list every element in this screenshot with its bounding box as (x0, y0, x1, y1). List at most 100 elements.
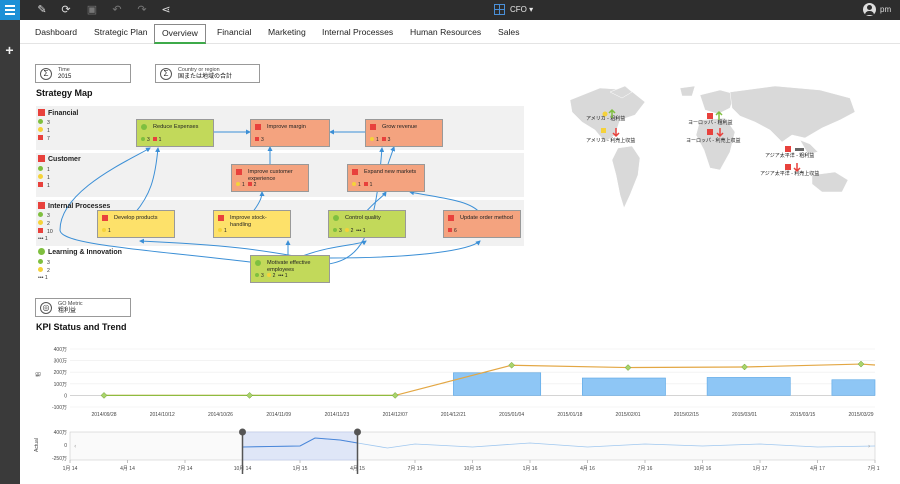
metric-filter[interactable]: ◎ GO Metric 粗利益 (35, 298, 131, 317)
filter-value: 粗利益 (58, 308, 77, 314)
node-footer: 3 2 ••• 1 (333, 227, 366, 235)
status-red-icon (38, 109, 45, 116)
dashboard-selector[interactable]: CFO ▾ (510, 4, 533, 16)
status-red-icon (102, 215, 108, 221)
status-red-icon (236, 169, 242, 175)
add-icon[interactable]: + (5, 42, 14, 58)
perspective-learning: Learning & Innovation (38, 248, 122, 257)
count: 1 (47, 128, 50, 134)
node-title: Improve stock-handling (230, 215, 267, 228)
gauge-icon: ◎ (40, 302, 52, 314)
x-tick-label: 1月 14 (63, 466, 78, 472)
count: 1 (47, 167, 50, 173)
x-tick-label: 2015/03/01 (732, 412, 757, 418)
count: 1 (44, 236, 48, 242)
x-tick-label: 2015/03/29 (848, 412, 873, 418)
count: 7 (47, 136, 50, 142)
kpi-trend-chart[interactable]: 400万 300万 200万 100万 0 -100万 粗 2014/09/28 2014/10… (30, 345, 880, 425)
filter-label: GO Metric (58, 301, 83, 307)
node-footer: 3 (255, 136, 264, 144)
y-tick-label: -100万 (52, 405, 67, 411)
perspective-name: Customer (48, 156, 81, 163)
tab-overview[interactable]: Overview (154, 24, 206, 44)
yellow-dot-icon (38, 174, 43, 179)
scroll-left-icon: ‹ (74, 443, 76, 450)
map-label: ヨーロッパ - 粗利益 (688, 120, 733, 126)
node-improve-stock-handling[interactable]: Improve stock-handling 1 (213, 210, 291, 238)
undo-icon[interactable]: ↶ (112, 4, 122, 16)
status-green-icon (255, 260, 261, 266)
tab-financial[interactable]: Financial (217, 27, 252, 37)
node-develop-products[interactable]: Develop products 1 (97, 210, 175, 238)
tab-internal-processes[interactable]: Internal Processes (322, 27, 394, 37)
legend-yellow: 2 (38, 267, 50, 274)
node-footer: 1 1 (352, 181, 372, 189)
node-grow-revenue[interactable]: Grow revenue 1 3 (365, 119, 443, 147)
tab-strategic-plan[interactable]: Strategic Plan (94, 27, 148, 37)
legend-green: 3 (38, 119, 50, 126)
ellipsis-icon: ••• (38, 275, 45, 281)
node-footer: 3 2 ••• 1 (255, 272, 288, 280)
world-map[interactable] (560, 80, 880, 255)
x-tick-label: 4月 14 (120, 466, 135, 472)
y-tick-label: 0 (64, 443, 67, 449)
share-icon[interactable]: ⋖ (161, 4, 171, 16)
x-tick-label: 1月 16 (523, 466, 538, 472)
legend-yellow: 1 (38, 127, 50, 134)
navigator-series-selected (242, 437, 358, 448)
tab-marketing[interactable]: Marketing (268, 27, 306, 37)
x-tick-label: 2015/01/04 (499, 412, 524, 418)
country-filter[interactable]: Σ Country or region 国または地域の合計 (155, 64, 260, 83)
y-tick-label: -250万 (52, 456, 67, 462)
count: 1 (47, 183, 50, 189)
user-avatar-icon[interactable] (863, 3, 876, 16)
refresh-icon[interactable]: ⟳ (61, 4, 71, 16)
red-square-icon (38, 135, 43, 140)
y-tick-label: 100万 (54, 382, 67, 388)
node-reduce-expenses[interactable]: Reduce Expenses 3 1 (136, 119, 214, 147)
count: 3 (47, 120, 50, 126)
node-update-order-method[interactable]: Update order method 6 (443, 210, 521, 238)
tab-dashboard[interactable]: Dashboard (35, 27, 78, 37)
node-title: Improve margin (267, 124, 306, 130)
strategy-map-title: Strategy Map (36, 88, 93, 98)
menu-icon[interactable] (0, 0, 20, 20)
tab-human-resources[interactable]: Human Resources (410, 27, 482, 37)
green-dot-icon (38, 119, 43, 124)
y-tick-label: 200万 (54, 370, 67, 376)
status-red-icon (38, 202, 45, 209)
status-red-icon (352, 169, 358, 175)
left-sidebar: + (0, 20, 20, 484)
dashboard-name: CFO (510, 5, 527, 14)
save-icon[interactable]: ▣ (86, 4, 98, 16)
node-motivate-employees[interactable]: Motivate effective employees 3 2 ••• 1 (250, 255, 330, 283)
status-red-icon (255, 124, 261, 130)
x-tick-label: 2014/10/12 (150, 412, 175, 418)
x-tick-label: 2014/11/09 (266, 412, 291, 418)
tab-sales[interactable]: Sales (498, 27, 520, 37)
node-improve-customer-experience[interactable]: Improve customer experience 1 2 (231, 164, 309, 192)
x-tick-label: 10月 16 (694, 466, 712, 472)
user-name[interactable]: pm (880, 5, 892, 14)
pencil-icon[interactable]: ✎ (37, 4, 47, 16)
yellow-dot-icon (38, 267, 43, 272)
kpi-navigator-chart[interactable]: 1月 14 4月 14 7月 14 10月 14 1月 15 4月 15 7月 15 10月 … (30, 428, 880, 484)
node-improve-margin[interactable]: Improve margin 3 (250, 119, 330, 147)
legend-yellow: 1 (38, 174, 50, 181)
x-tick-label: 2014/12/07 (383, 412, 408, 418)
node-expand-new-markets[interactable]: Expand new markets 1 1 (347, 164, 425, 192)
y-tick-label: 0 (64, 393, 67, 399)
node-title: Grow revenue (382, 124, 418, 130)
x-tick-label: 7月 14 (178, 466, 193, 472)
filter-value: 国または地域の合計 (178, 74, 233, 80)
redo-icon[interactable]: ↷ (137, 4, 147, 16)
status-red-icon (370, 124, 376, 130)
legend-green: 3 (38, 212, 50, 219)
time-filter[interactable]: Σ Time 2015 (35, 64, 131, 83)
map-label: アジア太平洋 - 利売上収益 (760, 171, 820, 177)
bar (831, 379, 876, 396)
node-footer: 1 (218, 227, 227, 235)
x-tick-label: 1月 17 (753, 466, 768, 472)
range-handle-knob (354, 428, 361, 436)
node-control-quality[interactable]: Control quality 3 2 ••• 1 (328, 210, 406, 238)
